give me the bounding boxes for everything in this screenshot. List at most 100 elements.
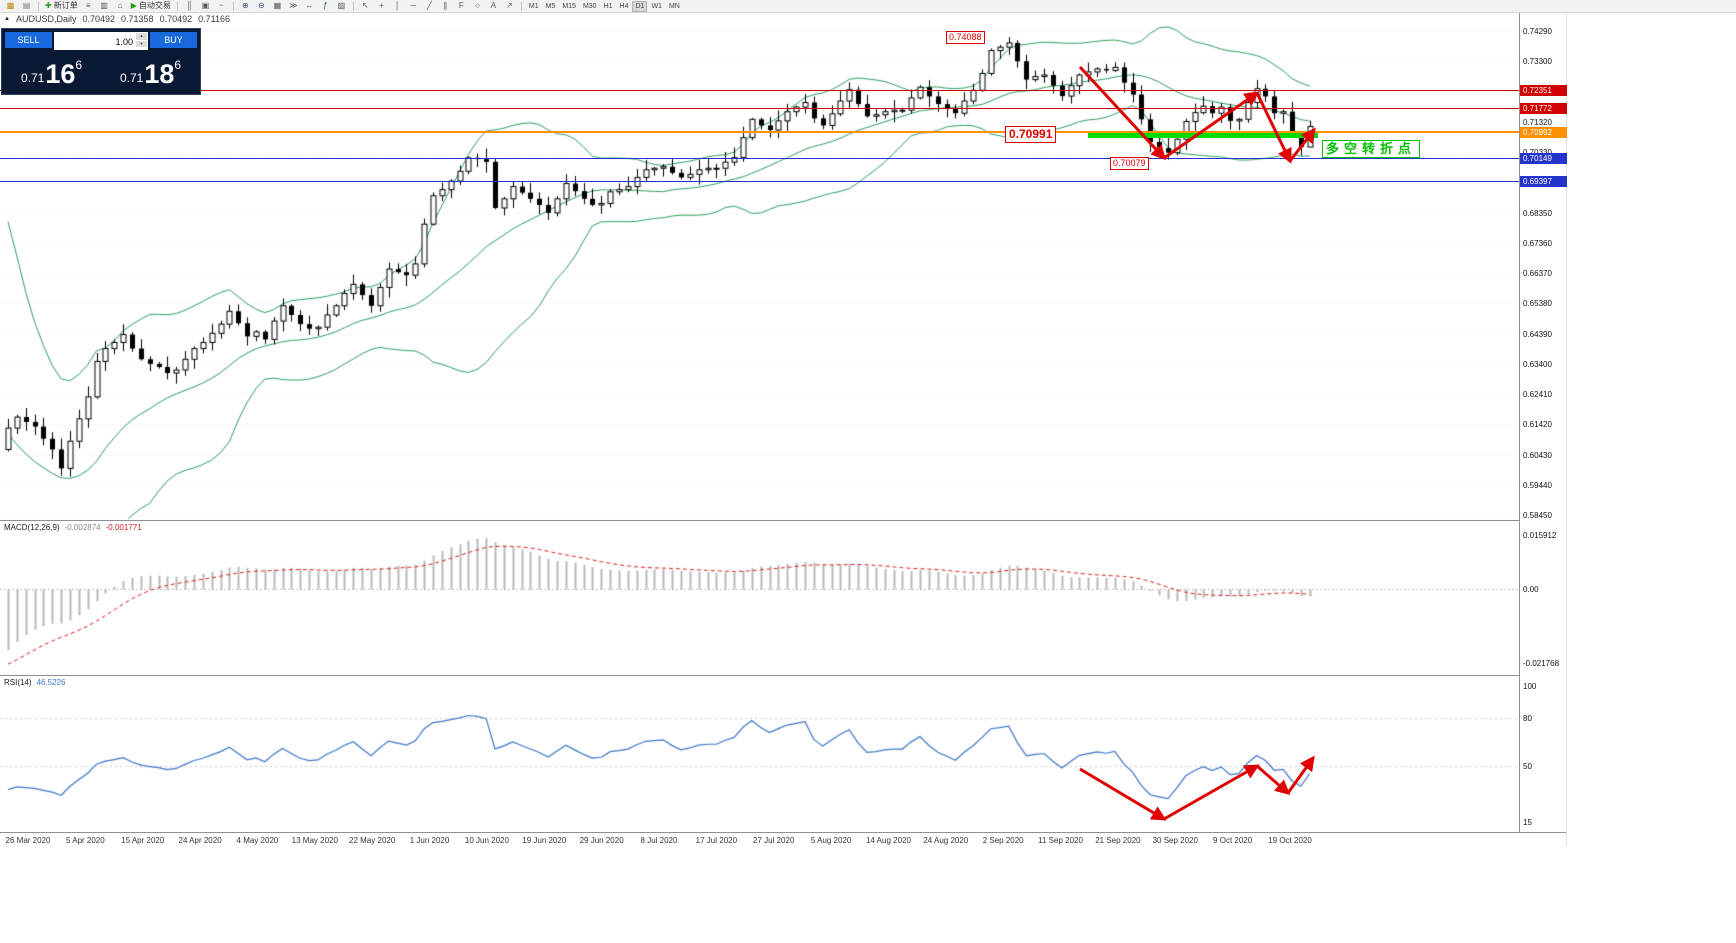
high-price-annotation[interactable]: 0.74088 — [946, 31, 985, 44]
sell-price-prefix: 0.71 — [20, 71, 45, 85]
ohlc-low: 0.70492 — [159, 14, 193, 24]
price-tick-label: 0.66370 — [1523, 269, 1552, 279]
shapes-icon[interactable]: ○ — [474, 1, 480, 10]
line-chart-icon[interactable]: ~ — [219, 1, 224, 10]
date-label: 9 Oct 2020 — [1213, 836, 1253, 845]
trendline-icon[interactable]: ╱ — [426, 1, 432, 10]
panel-separator[interactable] — [0, 520, 1566, 521]
horizontal-line-object[interactable] — [0, 130, 1519, 133]
date-label: 24 Apr 2020 — [178, 836, 222, 845]
new-chart-icon[interactable]: ▩ — [6, 1, 15, 10]
templates-icon[interactable]: ▨ — [337, 1, 346, 10]
autotrading-button-label: 自动交易 — [138, 1, 171, 10]
candlestick-chart-icon[interactable]: ▣ — [201, 1, 210, 10]
timeframe-m5[interactable]: M5 — [545, 2, 556, 10]
tile-windows-icon[interactable]: ▦ — [273, 1, 282, 10]
buy-price-pips: 18 — [144, 59, 175, 89]
new-order-button[interactable]: ✚ 新订单 — [43, 1, 80, 12]
cursor-icon[interactable]: ↖ — [362, 1, 369, 10]
price-tick-label: 0.60430 — [1523, 450, 1552, 460]
date-label: 4 May 2020 — [236, 836, 279, 845]
toolbar-separator — [352, 1, 354, 11]
horizontal-line-object[interactable] — [0, 107, 1519, 109]
autotrading-button[interactable]: ▶ 自动交易 — [129, 1, 173, 12]
buy-price-point: 6 — [174, 58, 182, 72]
rsi-scale-label: 15 — [1523, 818, 1532, 827]
volume-input[interactable] — [54, 34, 148, 50]
rsi-scale-label: 100 — [1523, 682, 1537, 691]
timeframe-m1[interactable]: M1 — [528, 2, 539, 10]
date-label: 5 Aug 2020 — [810, 836, 852, 845]
horizontal-line-object[interactable] — [0, 180, 1519, 182]
price-tick-label: 0.58450 — [1523, 511, 1552, 521]
date-label: 24 Aug 2020 — [923, 836, 969, 845]
rsi-name: RSI(14) — [4, 678, 32, 687]
new-order-icon: ✚ — [45, 1, 52, 10]
price-scale[interactable]: 0.742900.733000.723100.713200.703300.693… — [1519, 11, 1567, 846]
buy-price-prefix: 0.71 — [119, 71, 144, 85]
horizontal-line-object[interactable] — [0, 157, 1519, 159]
macd-value-main: -0.002874 — [64, 523, 101, 532]
timeframe-w1[interactable]: W1 — [651, 2, 662, 10]
zoom-out-icon[interactable]: ⊖ — [258, 1, 265, 10]
date-label: 5 Apr 2020 — [66, 836, 105, 845]
chart-window-edge — [1566, 13, 1567, 846]
horizontal-line-icon[interactable]: ─ — [410, 1, 417, 10]
indicators-icon[interactable]: ƒ — [323, 1, 328, 10]
timeframe-mn[interactable]: MN — [668, 2, 680, 10]
bar-chart-icon[interactable]: ║ — [186, 1, 193, 10]
timeframe-h1[interactable]: H1 — [603, 2, 613, 10]
date-label: 22 May 2020 — [349, 836, 396, 845]
date-label: 21 Sep 2020 — [1095, 836, 1141, 845]
navigator-icon[interactable]: ⌂ — [117, 1, 123, 10]
horizontal-line-object[interactable] — [0, 90, 1519, 92]
sell-button[interactable]: SELL — [5, 32, 52, 48]
rsi-indicator-label: RSI(14) 46.5226 — [4, 678, 65, 687]
price-tick-label: 0.71320 — [1523, 117, 1552, 127]
date-label: 1 Jun 2020 — [409, 836, 450, 845]
support-line-object[interactable] — [1088, 133, 1318, 139]
one-click-toggle-icon[interactable]: ▲ — [4, 16, 10, 22]
data-window-icon[interactable]: ▥ — [100, 1, 108, 10]
turning-point-annotation[interactable]: 多空转折点 — [1322, 140, 1421, 158]
date-label: 17 Jul 2020 — [695, 836, 738, 845]
panel-separator[interactable] — [0, 675, 1566, 676]
macd-scale-label: -0.021768 — [1523, 658, 1560, 668]
zoom-in-icon[interactable]: ⊕ — [242, 1, 249, 10]
vertical-line-icon[interactable]: │ — [394, 1, 400, 10]
timeframe-m30[interactable]: M30 — [582, 2, 597, 10]
text-icon[interactable]: A — [490, 1, 497, 10]
channel-icon[interactable]: ∥ — [443, 1, 448, 10]
macd-name: MACD(12,26,9) — [4, 523, 60, 532]
rsi-scale-label: 80 — [1523, 714, 1532, 723]
price-tick-label: 0.67360 — [1523, 238, 1552, 248]
price-tick-label: 0.62410 — [1523, 390, 1552, 400]
time-scale[interactable]: 26 Mar 2020 5 Apr 2020 15 Apr 2020 24 Apr 2… — [0, 832, 1566, 847]
price-tick-label: 0.70330 — [1523, 148, 1552, 157]
price-tick-label: 0.63400 — [1523, 359, 1552, 369]
key-level-annotation[interactable]: 0.70991 — [1005, 126, 1057, 143]
buy-button[interactable]: BUY — [150, 32, 197, 48]
timeframe-h4[interactable]: H4 — [619, 2, 629, 10]
arrows-icon[interactable]: ↗ — [506, 1, 513, 10]
crosshair-icon[interactable]: + — [379, 1, 384, 10]
volume-down-button[interactable]: ▼ — [136, 40, 147, 47]
chart-objects-layer: 0.74088 0.70991 0.70079 多空转折点 — [0, 31, 1519, 182]
chart-canvas[interactable] — [0, 0, 1519, 846]
volume-up-button[interactable]: ▲ — [136, 33, 147, 40]
market-watch-icon[interactable]: ≡ — [85, 1, 91, 10]
date-label: 11 Sep 2020 — [1038, 836, 1083, 845]
fibonacci-icon[interactable]: F — [458, 1, 464, 10]
low-price-annotation[interactable]: 0.70079 — [1110, 157, 1149, 170]
timeframe-m15[interactable]: M15 — [562, 2, 576, 10]
chart-ohlc-title: ▲ AUDUSD,Daily 0.70492 0.71358 0.70492 0… — [4, 14, 230, 24]
chart-profiles-icon[interactable]: ▤ — [22, 1, 31, 10]
date-label: 26 Mar 2020 — [5, 836, 51, 845]
chart-shift-icon[interactable]: ↔ — [305, 1, 314, 10]
autotrading-icon: ▶ — [130, 1, 137, 10]
timeframe-d1[interactable]: D1 — [632, 0, 648, 12]
date-label: 10 Jun 2020 — [464, 836, 509, 845]
auto-scroll-icon[interactable]: ≫ — [289, 1, 298, 10]
price-tick-label: 0.61420 — [1523, 420, 1552, 430]
